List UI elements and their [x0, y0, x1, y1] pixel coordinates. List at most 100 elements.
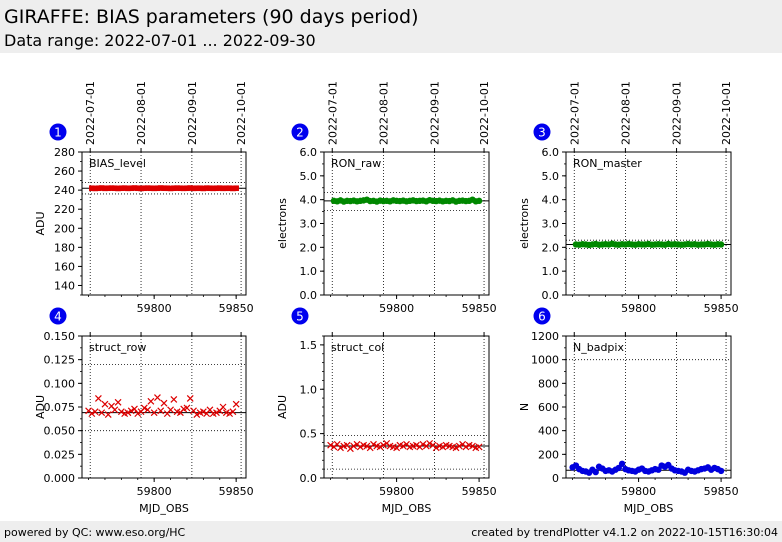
- data-point: [134, 410, 142, 418]
- data-point: [379, 441, 387, 449]
- panel-number-badge: [49, 123, 67, 141]
- data-point: [140, 404, 148, 412]
- y-tick-label: 4.0: [300, 194, 318, 207]
- chart-panel-1: 140 160 180 200 220 240 260 280 59800 59850 2022-0…: [34, 81, 254, 315]
- data-point: [190, 185, 197, 192]
- y-tick-label: 0.025: [44, 448, 76, 461]
- footer-created-by: created by trendPlotter v4.1.2 on 2022-1…: [471, 526, 778, 539]
- y-tick-label: 0.075: [44, 401, 76, 414]
- data-point: [164, 185, 171, 192]
- data-point: [439, 443, 447, 451]
- date-tick-label: 2022-10-01: [478, 81, 491, 145]
- data-point: [233, 185, 239, 192]
- y-tick-label: 1.5: [300, 339, 318, 352]
- data-point: [88, 410, 96, 418]
- data-point: [452, 444, 460, 452]
- data-point: [98, 409, 106, 417]
- data-point: [213, 409, 220, 417]
- data-point: [229, 408, 237, 416]
- data-point: [128, 185, 134, 192]
- x-tick-label: 59850: [462, 302, 497, 315]
- y-tick-label: 200: [538, 448, 559, 461]
- data-point: [186, 395, 194, 402]
- data-point: [717, 241, 725, 248]
- data-point: [462, 443, 470, 451]
- data-point: [101, 400, 109, 408]
- data-point: [350, 442, 358, 450]
- x-axis-label: MJD_OBS: [139, 502, 189, 515]
- data-point: [226, 185, 233, 192]
- x-tick-label: 59800: [379, 485, 414, 498]
- y-axis-label: N: [518, 403, 531, 411]
- data-point: [475, 443, 483, 451]
- y-tick-label: 1.0: [300, 265, 318, 278]
- data-point: [200, 185, 207, 192]
- footer-bar: powered by QC: www.eso.org/HC created by…: [0, 521, 782, 542]
- data-point: [167, 406, 174, 414]
- data-point: [121, 185, 128, 191]
- y-tick-label: 5.0: [542, 170, 560, 183]
- data-point: [199, 408, 207, 416]
- y-axis-label: electrons: [276, 198, 289, 249]
- footer-powered-by: powered by QC: www.eso.org/HC: [4, 526, 186, 539]
- page-subtitle: Data range: 2022-07-01 ... 2022-09-30: [4, 31, 316, 50]
- date-tick-label: 2022-08-01: [135, 81, 148, 145]
- data-point: [432, 444, 440, 452]
- y-tick-label: 0.0: [300, 472, 318, 485]
- data-point: [127, 407, 135, 415]
- data-point: [171, 185, 177, 192]
- x-tick-label: 59850: [219, 302, 254, 315]
- data-point: [147, 397, 155, 405]
- date-tick-label: 2022-08-01: [619, 81, 632, 145]
- y-tick-label: 220: [54, 203, 75, 216]
- y-tick-label: 800: [538, 377, 559, 390]
- data-point: [203, 185, 210, 191]
- data-point: [160, 399, 168, 407]
- panel-number: 5: [296, 310, 304, 324]
- data-point: [141, 185, 148, 192]
- panel-number: 2: [296, 126, 304, 140]
- y-tick-label: 0.050: [44, 425, 76, 438]
- parameter-label: struct_row: [89, 341, 146, 354]
- y-tick-label: 3.0: [300, 218, 318, 231]
- data-point: [92, 185, 98, 192]
- y-tick-label: 600: [538, 401, 559, 414]
- y-tick-label: 0.0: [542, 289, 560, 302]
- panel-number-badge: [49, 307, 67, 325]
- data-point: [717, 467, 725, 475]
- date-tick-label: 2022-10-01: [720, 81, 733, 145]
- y-axis-label: ADU: [276, 395, 289, 419]
- axes-frame: [81, 335, 247, 479]
- x-tick-label: 59800: [137, 485, 172, 498]
- y-tick-label: 0.150: [44, 330, 76, 343]
- y-tick-label: 0.125: [44, 354, 76, 367]
- axes-frame: [81, 151, 247, 296]
- data-point: [114, 398, 122, 406]
- data-point: [356, 443, 364, 451]
- x-tick-label: 59850: [704, 485, 739, 498]
- axes-frame: [565, 335, 732, 479]
- y-tick-label: 160: [54, 260, 75, 273]
- panel-number: 3: [538, 126, 546, 140]
- data-point: [118, 185, 125, 192]
- data-point: [105, 185, 112, 192]
- data-point: [184, 185, 190, 192]
- y-tick-label: 2.0: [542, 241, 560, 254]
- y-tick-label: 6.0: [300, 146, 318, 159]
- data-point: [150, 409, 158, 417]
- data-point: [180, 185, 187, 192]
- data-point: [226, 410, 234, 418]
- y-tick-label: 1.0: [542, 265, 560, 278]
- x-axis-label: MJD_OBS: [624, 502, 674, 515]
- panel-number-badge: [291, 123, 309, 141]
- data-point: [327, 441, 335, 449]
- data-point: [475, 197, 483, 205]
- panel-number: 1: [54, 126, 62, 140]
- data-point: [154, 394, 161, 401]
- data-point: [124, 409, 132, 417]
- x-tick-label: 59850: [704, 302, 739, 315]
- date-tick-label: 2022-09-01: [186, 81, 199, 145]
- date-tick-label: 2022-07-01: [326, 81, 339, 145]
- chart-panel-6: 0 200 400 600 800 1000 1200 59800 59850 N_badpix N…: [518, 307, 739, 515]
- data-point: [94, 395, 102, 402]
